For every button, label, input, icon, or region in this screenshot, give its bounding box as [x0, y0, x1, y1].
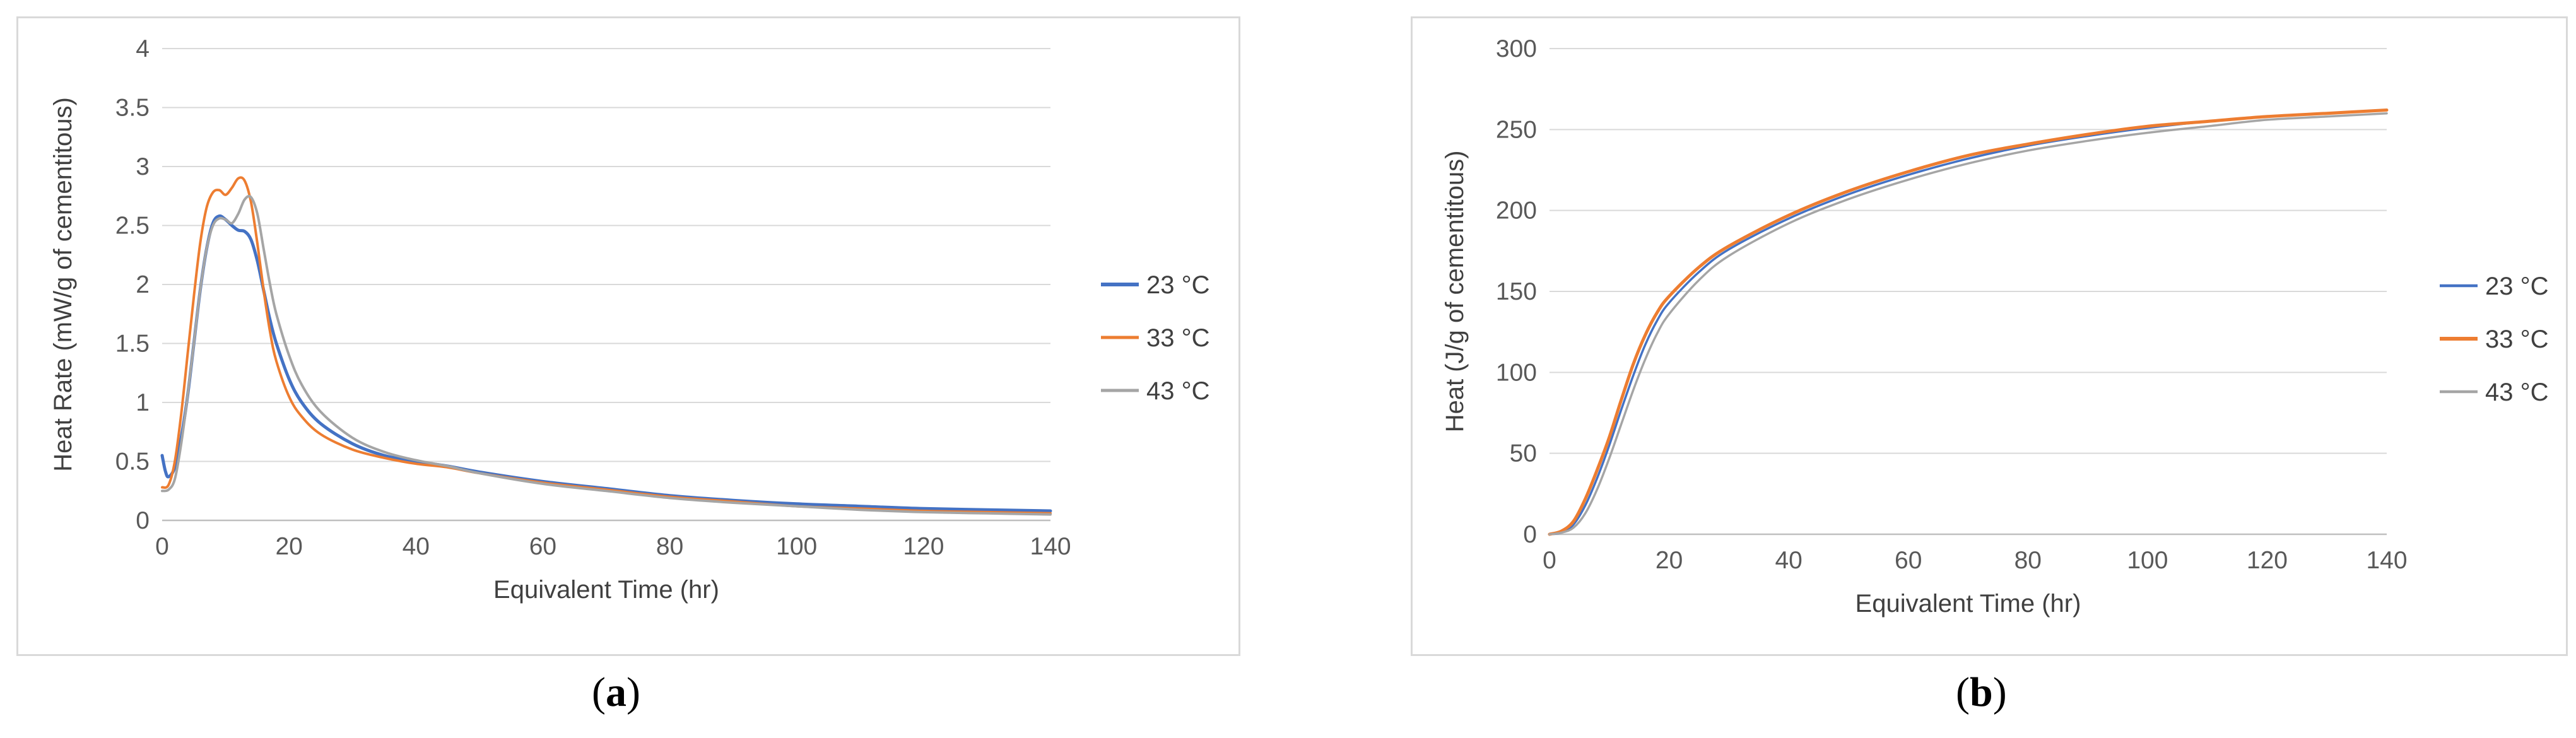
chart-a-series-line-2 — [161, 176, 1052, 515]
chart-b-ytick-label: 300 — [1496, 35, 1537, 62]
chart-b-x-axis-title: Equivalent Time (hr) — [1856, 590, 2081, 618]
chart-a-xtick-label: 100 — [776, 533, 817, 560]
caption-a-letter: a — [605, 669, 626, 715]
chart-a-legend-label-2: 33 °C — [1146, 324, 1210, 352]
chart-b-ytick-label: 0 — [1523, 521, 1537, 548]
chart-b-ytick-label: 50 — [1510, 440, 1537, 467]
chart-a-xtick-label: 120 — [903, 533, 944, 560]
chart-panel-a: 0 0.5 1 1.5 2 2.5 3 3.5 4 0 20 40 60 80 100 120 140 Equiv… — [16, 16, 1240, 656]
chart-b-y-axis-title: Heat (J/g of cementitous) — [1441, 151, 1469, 433]
chart-a-series-line-3 — [161, 195, 1052, 516]
caption-b-letter: b — [1969, 669, 1993, 715]
chart-a-xtick-label: 20 — [275, 533, 302, 560]
chart-a-ytick-label: 4 — [136, 35, 150, 62]
chart-a-ytick-label: 0 — [136, 507, 150, 534]
chart-a-ytick-label: 0.5 — [115, 448, 150, 476]
chart-a-legend-label-3: 43 °C — [1146, 377, 1210, 405]
chart-b-legend-label-1: 23 °C — [2485, 272, 2549, 300]
chart-a-ytick-label: 3.5 — [115, 95, 150, 122]
chart-a-ytick-label: 2.5 — [115, 213, 150, 240]
chart-panel-b: 0 50 100 150 200 250 300 0 20 40 60 80 100 120 140 Equi… — [1411, 16, 2568, 656]
chart-a-y-axis-title: Heat Rate (mW/g of cementitous) — [49, 97, 77, 472]
caption-b: (b) — [1956, 669, 2007, 715]
chart-a-ytick-label: 1.5 — [115, 331, 150, 358]
chart-a-series-line-1 — [160, 214, 1052, 513]
chart-b-xtick-label: 100 — [2127, 547, 2168, 574]
chart-b-xtick-label: 0 — [1543, 547, 1556, 574]
chart-b-series-line-1 — [1548, 108, 2388, 536]
chart-b-ytick-label: 250 — [1496, 116, 1537, 143]
chart-b-ytick-label: 200 — [1496, 197, 1537, 225]
chart-a-legend-label-1: 23 °C — [1146, 271, 1210, 299]
chart-b-series-line-3 — [1548, 112, 2388, 536]
chart-b-xtick-label: 40 — [1775, 547, 1802, 574]
chart-b-xtick-label: 80 — [2014, 547, 2042, 574]
chart-b-ytick-label: 150 — [1496, 278, 1537, 305]
chart-a-ytick-label: 3 — [136, 153, 150, 180]
chart-a-svg: 00.511.522.533.540 20 40 60 80 100 120 140Equiv… — [49, 35, 1210, 604]
chart-a-xtick-label: 80 — [656, 533, 683, 560]
chart-b-legend-label-3: 43 °C — [2485, 378, 2549, 406]
chart-b-svg: 0 50 100 150 200 250 300 0 20 40 60 80 100 120 140 Equi… — [1441, 35, 2549, 618]
chart-b-xtick-label: 140 — [2366, 547, 2407, 574]
chart-a-xtick-label: 60 — [529, 533, 556, 560]
caption-a: (a) — [592, 669, 640, 715]
chart-b-ytick-label: 100 — [1496, 359, 1537, 386]
chart-a-xtick-label: 40 — [403, 533, 430, 560]
chart-a-ytick-label: 1 — [136, 389, 150, 416]
chart-b-xtick-label: 20 — [1656, 547, 1683, 574]
chart-a-x-axis-title: Equivalent Time (hr) — [493, 576, 719, 604]
chart-a-xtick-label: 0 — [155, 533, 169, 560]
chart-b-xtick-label: 120 — [2247, 547, 2288, 574]
chart-a-xtick-label: 140 — [1030, 533, 1071, 560]
chart-b-legend-label-2: 33 °C — [2485, 325, 2549, 353]
chart-a-ytick-label: 2 — [136, 271, 150, 298]
chart-b-series-line-2 — [1548, 108, 2389, 536]
chart-b-xtick-label: 60 — [1895, 547, 1922, 574]
